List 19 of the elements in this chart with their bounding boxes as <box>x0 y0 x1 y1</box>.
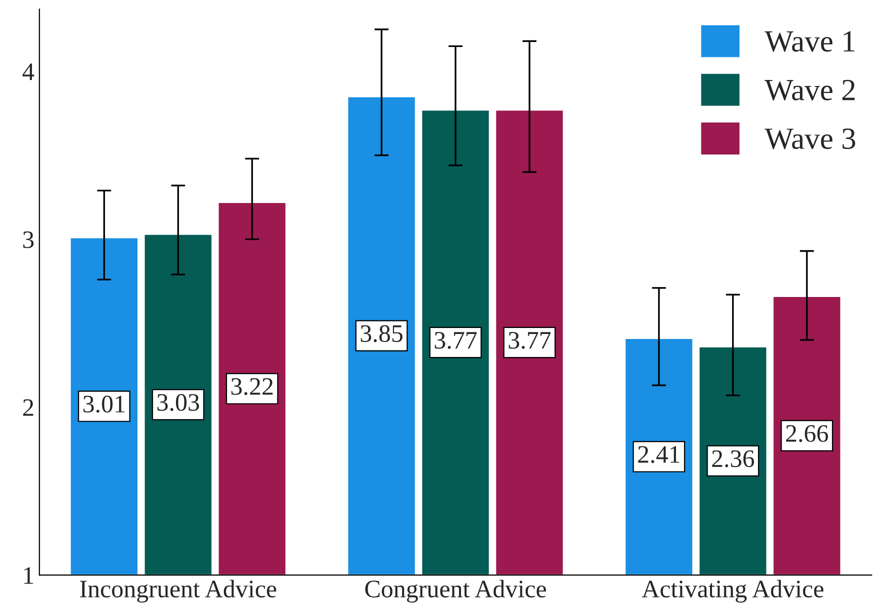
x-tick-label: Activating Advice <box>642 580 824 603</box>
y-tick-label: 2 <box>23 399 34 416</box>
data-label: 2.41 <box>638 446 680 464</box>
data-label: 3.77 <box>434 332 477 349</box>
legend-label: Wave 2 <box>764 80 855 101</box>
x-tick-label: Congruent Advice <box>365 580 546 603</box>
data-label: 3.01 <box>83 396 125 413</box>
legend-label: Wave 1 <box>764 31 855 52</box>
legend-label: Wave 3 <box>764 128 856 150</box>
data-label: 2.66 <box>786 425 828 442</box>
data-label: 3.03 <box>157 394 200 411</box>
y-tick-label: 1 <box>24 567 34 584</box>
data-label: 2.36 <box>712 450 754 468</box>
y-tick-label: 3 <box>23 231 34 248</box>
y-tick-label: 4 <box>22 64 34 80</box>
data-label: 3.77 <box>508 332 551 349</box>
x-tick-label: Incongruent Advice <box>80 580 276 603</box>
data-label: 3.85 <box>360 325 402 342</box>
data-label: 3.22 <box>231 378 273 396</box>
